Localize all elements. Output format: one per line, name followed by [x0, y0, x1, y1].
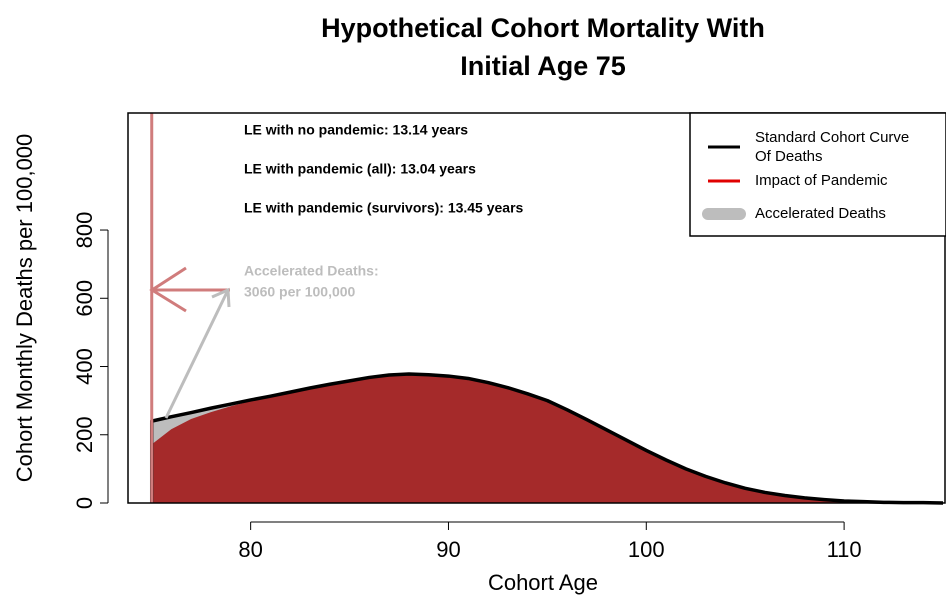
x-tick-label: 90 — [436, 537, 460, 562]
legend-label: Of Deaths — [755, 148, 823, 165]
annotation: 3060 per 100,000 — [244, 284, 356, 300]
y-axis-label: Cohort Monthly Deaths per 100,000 — [12, 134, 37, 483]
chart-title: Hypothetical Cohort Mortality With — [321, 13, 765, 43]
annotation: LE with no pandemic: 13.14 years — [244, 122, 468, 138]
standard-line — [149, 372, 944, 505]
chart-title: Initial Age 75 — [460, 51, 626, 81]
x-axis-label: Cohort Age — [488, 570, 598, 595]
legend-label: Accelerated Deaths — [755, 205, 886, 222]
annotation: Accelerated Deaths: — [244, 263, 379, 279]
arrow — [149, 266, 230, 313]
annotation: LE with pandemic (survivors): 13.45 year… — [244, 200, 524, 216]
y-tick-label: 400 — [72, 348, 97, 385]
y-tick-label: 600 — [72, 280, 97, 317]
x-tick-label: 110 — [827, 537, 862, 562]
x-tick-label: 100 — [628, 537, 665, 562]
legend-label: Standard Cohort Curve — [755, 129, 909, 146]
arrow — [164, 287, 231, 419]
legend-label: Impact of Pandemic — [755, 172, 888, 189]
y-tick-label: 800 — [72, 212, 97, 249]
annotation: LE with pandemic (all): 13.04 years — [244, 161, 476, 177]
pandemic-area — [151, 373, 944, 504]
plot-border — [127, 112, 946, 504]
y-tick-label: 0 — [72, 497, 97, 509]
x-tick-label: 80 — [238, 537, 262, 562]
y-tick-label: 200 — [72, 416, 97, 453]
